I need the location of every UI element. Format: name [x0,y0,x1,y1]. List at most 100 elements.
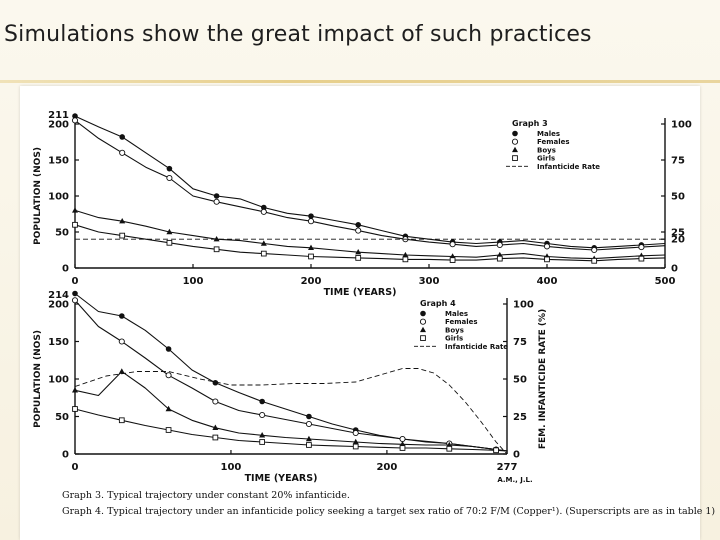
graph-3-legend-label-girls: Girls [537,155,555,163]
graph-3-xtick-label: 400 [537,276,558,287]
graph-4-point-males [212,379,219,386]
graph-3-point-males [308,213,314,219]
graph-3-legend-swatch-boys [512,146,518,153]
graph-3-point-girls [591,257,598,264]
graph-3-legend-label-boys: Boys [537,146,556,154]
graph-3-point-males [119,134,125,140]
graph-4-y2tick-label: 25 [513,412,527,423]
graph-3-point-boys [355,248,362,255]
graph-3-point-boys [308,244,314,251]
graph-4-point-boys [72,387,78,393]
graph-4-y2label: FEM. INFANTICIDE RATE (%) [538,309,548,449]
graph-3-point-girls [544,256,550,263]
graph-4-point-females [259,411,266,419]
graph-4-point-females [71,297,79,304]
graph-4-point-boys [259,432,266,438]
graph-3-point-females [355,227,362,234]
graph-3-point-females [260,208,267,215]
graph-4-point-females [165,372,172,379]
graph-4-xtick-label: 277 [497,462,518,473]
figure-panel: 0 50 100 150 200 211 0 20 25 50 75 100 0 100 200 300 400… [20,86,715,540]
graph-4-ytick-label: 50 [55,412,69,423]
graph-4-point-boys [212,424,219,430]
graph-4-point-girls [352,443,359,450]
graph-4-point-boys [352,438,359,445]
graph-4-ytick-label: 200 [48,300,69,311]
graph-3-point-males [213,193,220,199]
graph-3-point-males [166,165,173,172]
graph-3-point-females [449,241,456,248]
graph-4-point-girls [399,445,406,451]
graph-3-series-males-line [74,115,666,249]
graph-3-point-boys [72,207,78,213]
graph-3-y2tick-label: 25 [671,228,685,239]
graph-4-point-males [165,346,172,352]
graph-4-point-females [352,429,359,437]
graph-4-legend-swatch-males [420,310,426,317]
graph-3-point-girls [496,255,503,262]
graph-4-point-boys [305,435,312,442]
graph-4-point-girls [212,434,219,441]
graph-3-point-girls [402,256,409,263]
graph-3-point-girls [72,221,78,228]
graph-3-point-girls [308,253,314,260]
graph-3-point-females [496,241,503,249]
caption-graph-4: Graph 4. Typical trajectory under an inf… [62,506,716,517]
graph-4-y2tick-label: 75 [513,337,527,348]
graph-3-point-boys [119,218,126,224]
graph-3-point-females [638,244,645,251]
graph-3-series-boys-line [74,209,666,260]
graph-3-xtick-label: 200 [301,276,322,287]
graph-3-xtick-label: 500 [655,276,676,287]
graph-4-legend-swatch-girls [420,335,426,341]
graph-4-legend-swatch-females [419,318,427,325]
graph-4-y2tick-label: 0 [513,450,520,461]
graph-3-point-females [166,174,173,182]
graph-4-legend-label-females: Females [445,318,478,326]
graph-4-series-girls-line [74,408,508,452]
graph-3-xlabel: TIME (YEARS) [324,287,397,298]
graph-3-point-girls [638,255,645,262]
graph-3-ytick-label: 100 [48,192,69,203]
graph-4-point-females [118,338,125,345]
graph-3-point-males [261,204,267,211]
graph-3-y2tick-label: 100 [671,120,692,131]
graph-4-series-males-line [74,293,508,452]
graph-3-point-boys [260,240,267,246]
graph-3-point-females [71,117,79,124]
graph-3-legend-label-males: Males [537,130,560,138]
graph-4-y2tick-label: 100 [513,300,534,311]
graph-4-ymax-label: 214 [48,290,69,301]
graph-4-point-females [212,398,219,405]
graph-3-point-girls [449,257,456,263]
graph-3-ymax-label: 211 [48,110,69,121]
title-divider [0,80,720,83]
graph-3-point-females [213,198,220,205]
graph-3-point-males [72,113,78,119]
graph-3-ytick-label: 150 [48,156,69,167]
graph-4-legend-label-infanticide-rate: Infanticide Rate [445,343,508,351]
graph-3-point-females [307,218,315,225]
graph-4-point-girls [306,442,312,448]
caption-graph-3: Graph 3. Typical trajectory under consta… [62,490,350,501]
graph-4-ytick-label: 0 [62,450,69,461]
graph-4-legend-title: Graph 4 [420,299,456,308]
graph-4-ytick-label: 100 [48,375,69,386]
graph-3-point-boys [213,236,220,242]
graph-3-ytick-label: 200 [48,120,69,131]
graph-4-series-boys-line [74,370,508,452]
graph-4-point-males [72,290,78,297]
slide-title: Simulations show the great impact of suc… [4,22,592,47]
graph-3-legend-title: Graph 3 [512,119,548,128]
graph-4-point-girls [493,447,499,454]
graph-4-point-males [259,398,265,405]
graph-4-point-girls [118,417,125,424]
graph-4-ylabel: POPULATION (NOS) [33,330,43,428]
graph-3-ytick-label: 0 [62,264,69,275]
graph-3-point-males [355,222,362,228]
graph-4-point-males [306,413,312,420]
graph-3-series-girls-line [74,224,666,262]
graph-4-point-females [399,435,406,443]
graph-3-point-boys [402,251,409,258]
graph-3-legend-swatch-males [512,130,518,137]
